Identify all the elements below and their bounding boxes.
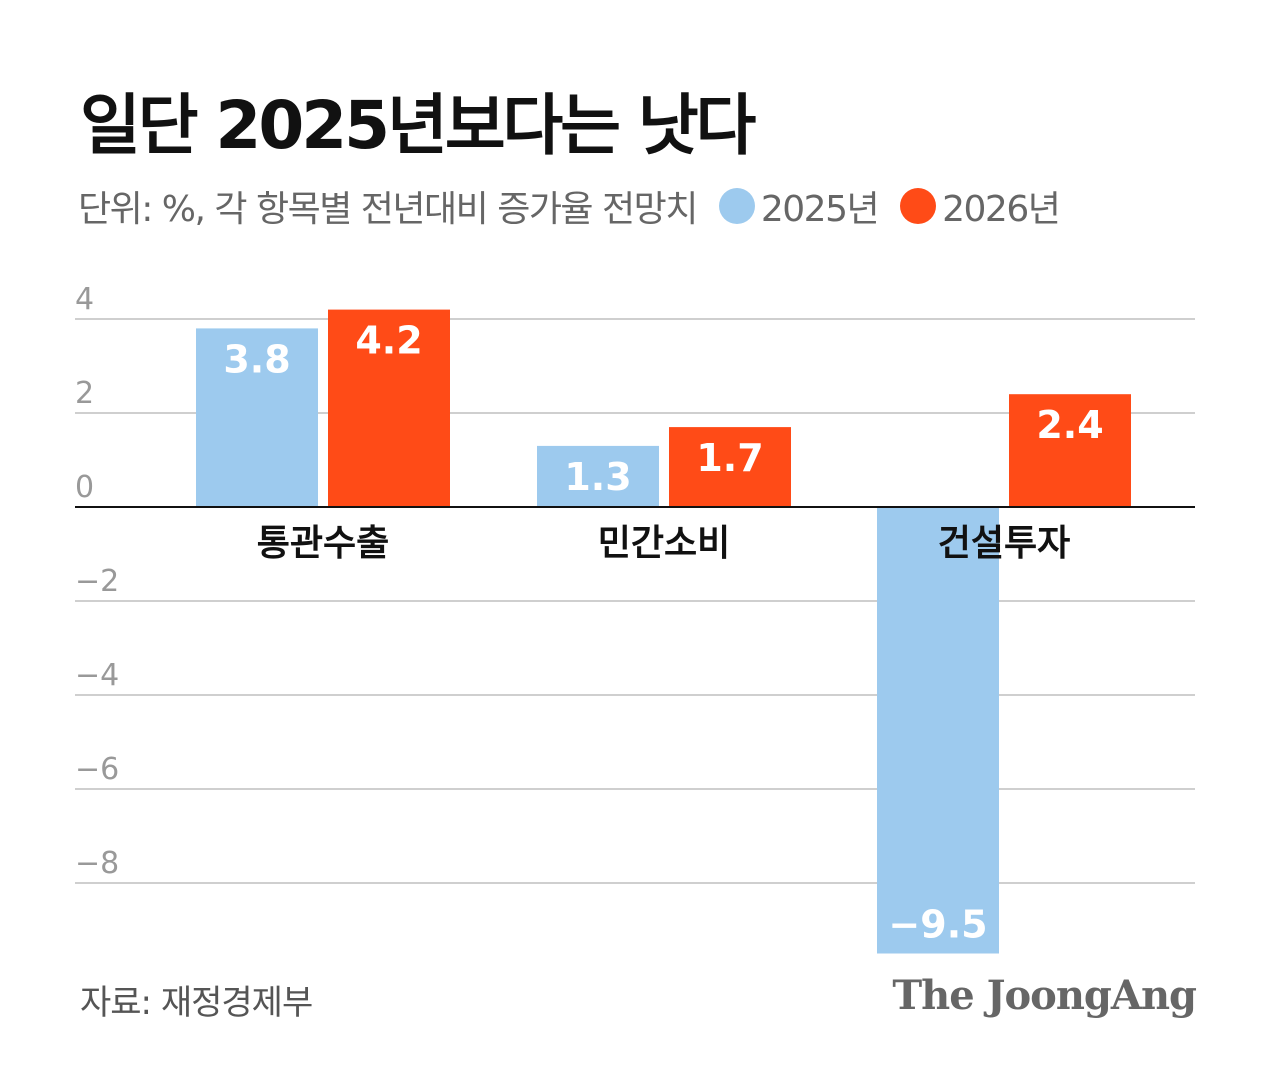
legend-swatch-2026 (900, 188, 937, 224)
y-tick-label: −6 (75, 752, 119, 787)
data-label: 1.3 (564, 455, 631, 499)
data-label: −9.5 (888, 903, 987, 947)
y-tick-label: 2 (75, 376, 94, 411)
source-note: 자료: 재정경제부 (80, 983, 313, 1023)
y-tick-label: −2 (75, 564, 119, 599)
data-label: 3.8 (223, 337, 290, 381)
y-tick-label: −8 (75, 846, 119, 881)
chart-title: 일단 2025년보다는 낫다 (80, 87, 756, 164)
bar (1009, 394, 1131, 507)
y-tick-label: −4 (75, 658, 119, 693)
legend-swatch-2025 (718, 188, 755, 224)
subtitle: 단위: %, 각 항목별 전년대비 증가율 전망치 (78, 189, 698, 230)
y-tick-label: 4 (75, 282, 94, 317)
legend-item-2025: 2025년 (718, 180, 880, 232)
bar (537, 445, 659, 507)
category-label: 통관수출 (257, 523, 389, 564)
legend-label-2025: 2025년 (760, 189, 880, 230)
data-label: 4.2 (355, 319, 422, 363)
y-tick-label: 0 (75, 470, 94, 505)
publisher-logo: The JoongAng (892, 972, 1197, 1019)
chart-subtitle-legend: 단위: %, 각 항목별 전년대비 증가율 전망치 2025년 2026년 (78, 180, 1061, 232)
category-label: 민간소비 (598, 523, 730, 564)
legend-label-2026: 2026년 (942, 189, 1061, 230)
bar (669, 427, 791, 507)
data-label: 1.7 (696, 436, 763, 480)
legend-item-2026: 2026년 (900, 180, 1061, 232)
bar (877, 507, 999, 954)
data-label: 2.4 (1036, 403, 1103, 447)
category-label: 건설투자 (938, 523, 1070, 564)
bar (196, 328, 318, 507)
bar (328, 309, 450, 507)
